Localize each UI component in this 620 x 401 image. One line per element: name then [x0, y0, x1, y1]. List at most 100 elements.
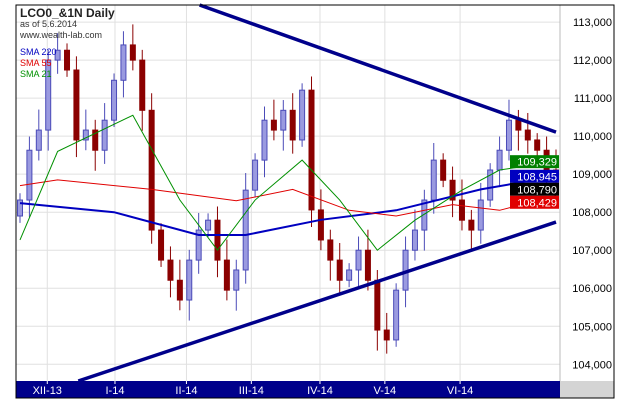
candle	[35, 109, 42, 161]
trendline-lower	[77, 220, 557, 383]
candle	[411, 209, 418, 261]
trendline-upper	[199, 3, 557, 134]
candle	[214, 206, 221, 278]
candle	[205, 213, 212, 237]
candle	[139, 49, 146, 131]
candle	[101, 103, 108, 164]
candle	[355, 236, 362, 288]
candle	[54, 33, 61, 74]
candle	[346, 263, 353, 288]
candle-body	[280, 109, 287, 131]
candle	[148, 93, 155, 244]
candle-body	[411, 229, 418, 251]
candle-body	[101, 119, 108, 151]
candle	[186, 249, 193, 321]
price-badge: 108,945	[517, 171, 557, 183]
candle-body	[261, 119, 268, 161]
legend-sma-21: SMA 21	[20, 69, 52, 79]
candle	[336, 242, 343, 294]
price-badge-bg	[510, 155, 559, 169]
x-tick-label: I-14	[105, 385, 124, 397]
candle	[534, 133, 541, 158]
candle-body	[148, 109, 155, 231]
x-axis-bar	[16, 381, 560, 398]
y-tick-label: 107,000	[572, 245, 612, 257]
chart-frame	[15, 4, 615, 399]
candle-body	[336, 259, 343, 281]
candle	[167, 246, 174, 298]
chart-legend: LCO0_&1N Daily as of 5.6.2014 www.wealth…	[20, 7, 115, 80]
candle	[233, 259, 240, 311]
candle	[17, 193, 23, 223]
price-badge: 109,329	[517, 157, 557, 169]
candle	[82, 109, 89, 151]
site-url[interactable]: www.wealth-lab.com	[20, 30, 103, 40]
candle-body	[205, 219, 212, 231]
candle-body	[176, 279, 183, 301]
candle-body	[270, 119, 277, 131]
candle-body	[430, 159, 437, 201]
candle-body	[393, 289, 400, 341]
candle-body	[195, 229, 202, 261]
candle	[223, 239, 230, 301]
candle-body	[242, 189, 249, 271]
candle	[487, 163, 494, 207]
candle-body	[477, 199, 484, 231]
candle-body	[440, 159, 447, 181]
x-tick-label: XII-13	[33, 385, 62, 397]
candle-body	[468, 219, 475, 231]
candle-body	[505, 119, 512, 151]
x-tick-label: IV-14	[307, 385, 333, 397]
candle	[440, 153, 447, 188]
candle-body	[17, 199, 23, 217]
candle-body	[233, 269, 240, 291]
candle-body	[111, 79, 118, 121]
legend-sma-55: SMA 55	[20, 58, 52, 68]
candle	[158, 223, 165, 267]
candle-body	[214, 219, 221, 261]
candle	[45, 49, 52, 151]
candle-body	[26, 149, 33, 201]
candle-body	[458, 199, 465, 221]
candle	[64, 43, 71, 77]
candle-body	[289, 109, 296, 141]
price-badge: 108,790	[517, 184, 557, 196]
candle-body	[355, 249, 362, 271]
candle-body	[487, 169, 494, 201]
price-badge-bg	[510, 182, 559, 196]
price-badge: 108,429	[517, 197, 557, 209]
candle-body	[120, 44, 127, 81]
y-tick-label: 106,000	[572, 283, 612, 295]
candle	[468, 209, 475, 251]
candle-body	[158, 229, 165, 261]
candle-body	[64, 49, 71, 71]
candle	[280, 100, 287, 151]
y-tick-label: 112,000	[573, 55, 612, 67]
candle-body	[35, 129, 42, 151]
candle	[129, 24, 136, 71]
candle	[120, 31, 127, 98]
candle-body	[317, 209, 324, 241]
candle	[477, 182, 484, 244]
axis-corner	[560, 381, 614, 398]
price-badge-bg	[510, 195, 559, 209]
candle	[270, 99, 277, 141]
candle-body	[223, 259, 230, 291]
candle	[176, 259, 183, 311]
candle-body	[73, 69, 80, 141]
candle-body	[496, 149, 503, 171]
sma-line-sma21	[19, 114, 557, 252]
candle	[195, 212, 202, 274]
price-badge-bg	[510, 169, 559, 183]
candle-body	[524, 129, 531, 141]
y-tick-label: 113,000	[573, 17, 612, 29]
y-tick-label: 105,000	[572, 321, 612, 333]
candle	[92, 119, 99, 171]
x-tick-label: V-14	[374, 385, 397, 397]
candle	[458, 179, 465, 231]
candle	[449, 166, 456, 218]
candle	[308, 76, 315, 228]
candle	[289, 93, 296, 154]
candle-body	[374, 279, 381, 331]
